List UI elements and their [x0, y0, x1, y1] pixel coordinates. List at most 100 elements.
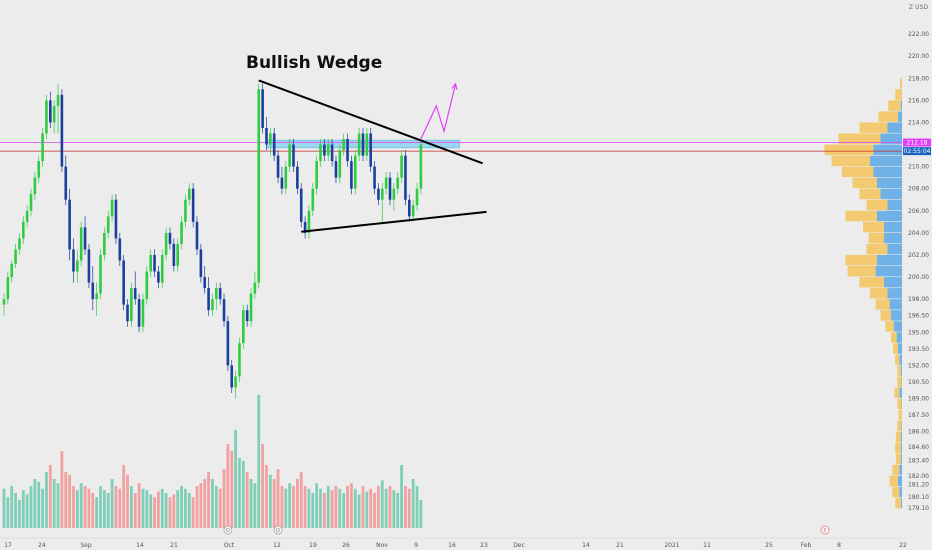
- candle-body: [64, 166, 68, 200]
- volume-bar: [91, 493, 95, 528]
- volume-bar: [64, 472, 68, 528]
- volume-bar: [307, 488, 311, 528]
- volume-bar: [396, 493, 400, 528]
- volume-bar: [199, 483, 203, 528]
- profile-bar-up: [898, 409, 903, 421]
- x-tick-label: 8: [837, 542, 841, 549]
- volume-bar: [373, 493, 376, 528]
- candle-body: [110, 199, 114, 217]
- y-tick-label: 220.00: [908, 53, 929, 60]
- volume-bar: [133, 493, 137, 528]
- price-tag-box: [903, 147, 931, 156]
- profile-bar-down: [889, 299, 905, 310]
- volume-bar: [207, 472, 210, 528]
- volume-bar: [191, 497, 195, 528]
- x-tick-label: 23: [480, 542, 488, 549]
- projection-arrow[interactable]: [420, 83, 457, 140]
- volume-bar: [276, 469, 280, 528]
- volume-bar: [238, 458, 241, 528]
- x-tick-label: Sep: [80, 542, 92, 549]
- volume-bar: [99, 486, 102, 528]
- volume-bar: [214, 486, 218, 528]
- candle-body: [411, 205, 415, 217]
- volume-bar: [37, 481, 41, 528]
- volume-bar: [303, 486, 307, 528]
- x-tick-label: 21: [170, 542, 178, 549]
- volume-bar: [404, 486, 407, 528]
- candle-body: [172, 243, 176, 266]
- candle-body: [126, 304, 129, 322]
- price-axis-panel[interactable]: [902, 0, 932, 550]
- x-tick-label: 14: [582, 542, 590, 549]
- candle-body: [52, 105, 56, 123]
- x-tick-label: 14: [136, 542, 144, 549]
- volume-bar: [357, 494, 361, 528]
- volume-bar: [400, 465, 403, 528]
- price-tag-label: 212.18: [907, 140, 928, 147]
- candle-body: [187, 188, 191, 200]
- candle-body: [276, 155, 280, 178]
- volume-bar: [45, 472, 48, 528]
- profile-bar-down: [884, 221, 905, 233]
- candle-body: [307, 210, 311, 233]
- candle-body: [199, 249, 203, 278]
- event-marker[interactable]: [223, 525, 233, 535]
- candle-body: [157, 271, 160, 283]
- candle-body: [160, 254, 164, 283]
- profile-bar-down: [877, 210, 905, 222]
- candle-body: [76, 260, 79, 272]
- candle-body: [103, 232, 106, 255]
- y-tick-label: 179.10: [908, 505, 929, 512]
- y-tick-label: 186.00: [908, 429, 929, 436]
- volume-bar: [234, 430, 237, 528]
- volume-bar: [137, 483, 141, 528]
- candle-body: [14, 249, 17, 264]
- price-axis: 222.00220.00218.00216.00214.00212.00210.…: [902, 0, 932, 550]
- volume-bar: [14, 493, 17, 528]
- candle-body: [296, 166, 299, 189]
- event-marker[interactable]: [273, 525, 283, 535]
- profile-bar-up: [893, 343, 898, 354]
- candle-body: [400, 155, 403, 178]
- trendline-lower[interactable]: [301, 210, 487, 233]
- candle-body: [303, 221, 307, 233]
- event-marker[interactable]: [820, 525, 830, 535]
- trendline-upper[interactable]: [258, 79, 483, 165]
- x-tick-label: 16: [448, 542, 456, 549]
- axis-mode-label[interactable]: Z: [909, 4, 913, 11]
- candle-body: [133, 288, 137, 300]
- candle-body: [153, 254, 156, 272]
- candle-body: [25, 210, 29, 222]
- volume-bar: [272, 479, 276, 528]
- candle-body: [338, 150, 342, 178]
- volume-bar: [361, 486, 365, 528]
- profile-bar-up: [892, 486, 900, 498]
- projection-arrowhead: [451, 82, 458, 90]
- profile-bar-up: [859, 277, 884, 288]
- candle-body: [79, 227, 83, 261]
- candle-body: [404, 155, 407, 200]
- volume-bar: [29, 486, 33, 528]
- volume-bar: [187, 493, 191, 528]
- profile-bar-down: [891, 310, 905, 321]
- candle-body: [37, 161, 41, 178]
- volume-bar: [10, 486, 14, 528]
- candle-body: [176, 243, 179, 266]
- profile-bar-down: [896, 332, 905, 343]
- volume-bar: [75, 490, 79, 528]
- candle-body: [45, 100, 48, 134]
- candle-body: [2, 299, 6, 305]
- volume-bar: [180, 486, 183, 528]
- volume-bar: [149, 494, 153, 528]
- candle-body: [257, 89, 261, 283]
- candle-body: [380, 188, 384, 200]
- event-marker-label: D: [276, 528, 280, 534]
- profile-bar-up: [838, 133, 881, 144]
- event-marker-label: E: [823, 528, 826, 534]
- candle-body: [130, 288, 133, 322]
- candle-body: [369, 133, 372, 167]
- candle-body: [87, 249, 91, 283]
- volume-bar: [195, 486, 199, 528]
- profile-bar-up: [878, 111, 898, 122]
